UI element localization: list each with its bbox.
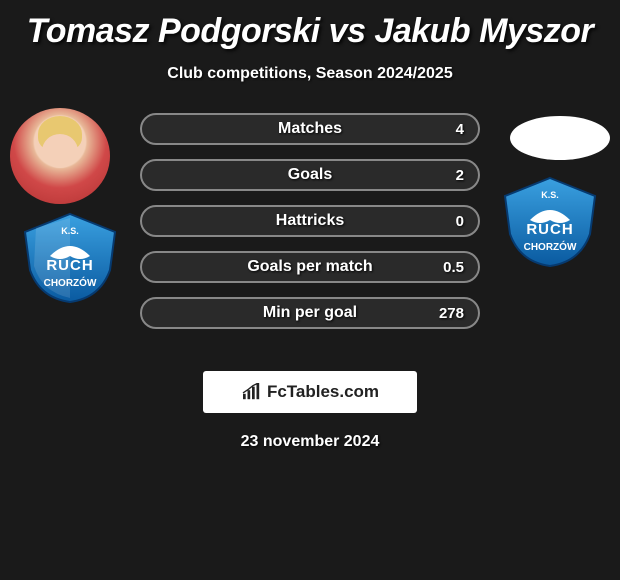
stat-row-hattricks: Hattricks 0: [140, 205, 480, 237]
subtitle: Club competitions, Season 2024/2025: [0, 65, 620, 83]
stat-right-value: 0: [456, 213, 464, 230]
stat-label: Matches: [278, 120, 342, 138]
page-title: Tomasz Podgorski vs Jakub Myszor: [0, 0, 620, 51]
date-label: 23 november 2024: [0, 433, 620, 451]
stat-row-goals-per-match: Goals per match 0.5: [140, 251, 480, 283]
stat-row-goals: Goals 2: [140, 159, 480, 191]
stat-row-matches: Matches 4: [140, 113, 480, 145]
stat-label: Goals: [288, 166, 332, 184]
watermark-text: FcTables.com: [267, 382, 379, 402]
bar-chart-icon: [241, 383, 263, 401]
watermark: FcTables.com: [203, 371, 417, 413]
stat-row-min-per-goal: Min per goal 278: [140, 297, 480, 329]
stat-right-value: 2: [456, 167, 464, 184]
stat-label: Min per goal: [263, 304, 357, 322]
stats-table: Matches 4 Goals 2 Hattricks 0 Goals per …: [0, 113, 620, 353]
stat-label: Hattricks: [276, 212, 344, 230]
stat-right-value: 278: [439, 305, 464, 322]
stat-right-value: 4: [456, 121, 464, 138]
stat-label: Goals per match: [247, 258, 372, 276]
stat-right-value: 0.5: [443, 259, 464, 276]
